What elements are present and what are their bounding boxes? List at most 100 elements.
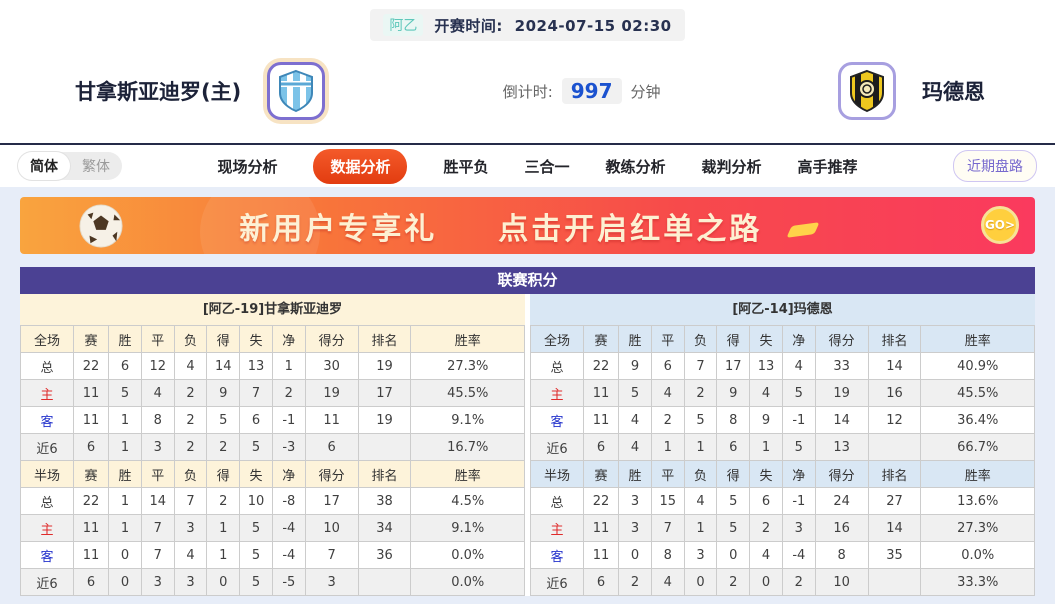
row-label: 总: [20, 352, 74, 380]
column-header: 胜: [618, 460, 652, 488]
column-header: 净: [781, 460, 816, 488]
recent-odds-button[interactable]: 近期盘路: [953, 150, 1037, 182]
column-header: 得分: [304, 460, 359, 488]
stat-cell: 5: [618, 379, 652, 407]
stat-cell: 27.3%: [920, 514, 1035, 542]
stat-cell: 3: [304, 568, 359, 596]
stat-cell: 7: [239, 379, 273, 407]
away-team: 玛德恩: [838, 62, 985, 120]
promo-text-left: 新用户专享礼: [239, 211, 438, 247]
column-header: 胜: [618, 325, 652, 353]
tab-coach-analysis[interactable]: 教练分析: [605, 157, 666, 176]
column-header: 半场: [20, 460, 74, 488]
stat-cell: 3: [781, 514, 816, 542]
column-header: 胜率: [920, 325, 1035, 353]
column-header: 得分: [304, 325, 359, 353]
stat-cell: 3: [140, 568, 175, 596]
stat-cell: 9: [618, 352, 652, 380]
kickoff-time: 开赛时间: 2024-07-15 02:30: [434, 15, 671, 36]
row-label: 近6: [20, 568, 74, 596]
stat-cell: 3: [618, 514, 652, 542]
stat-cell: -4: [271, 514, 306, 542]
stats-row: 主 11 5 4 2 9 4 5 19 16 45.5%: [530, 379, 1035, 407]
stat-cell: 2: [683, 379, 718, 407]
stat-cell: 2: [173, 406, 208, 434]
column-header: 负: [173, 325, 208, 353]
column-header: 得: [206, 460, 241, 488]
stat-cell: 22: [582, 352, 620, 380]
stats-row: 总 22 3 15 4 5 6 -1 24 27 13.6%: [530, 487, 1035, 515]
stat-cell: 16.7%: [410, 433, 525, 461]
stat-cell: 12: [140, 352, 175, 380]
stat-cell: -1: [271, 406, 306, 434]
stat-cell: 34: [357, 514, 412, 542]
stat-cell: 0.0%: [410, 541, 525, 569]
away-standings: [阿乙-14]玛德恩 全场赛胜平负得失净得分 排名 胜率总 22 9 6 7 17 13 4 33 1…: [530, 294, 1035, 596]
nav-bar: 简体 繁体 现场分析 数据分析 胜平负 三合一 教练分析 裁判分析 高手推荐 近…: [0, 143, 1055, 187]
go-button[interactable]: GO>: [981, 206, 1019, 244]
tab-referee-analysis[interactable]: 裁判分析: [701, 157, 762, 176]
stat-cell: [357, 568, 412, 596]
stat-cell: 12: [867, 406, 922, 434]
countdown: 倒计时: 997 分钟: [325, 78, 838, 104]
tab-live-analysis[interactable]: 现场分析: [217, 157, 278, 176]
column-header-row: 全场赛胜平负得失净得分 排名 胜率: [20, 325, 525, 353]
row-label: 主: [20, 514, 74, 542]
stat-cell: 7: [140, 514, 175, 542]
stat-cell: 17: [304, 487, 359, 515]
stat-cell: 4: [618, 433, 652, 461]
home-team: 甘拿斯亚迪罗(主): [75, 62, 326, 120]
column-header: 负: [683, 325, 718, 353]
stat-cell: -8: [271, 487, 306, 515]
stat-cell: 11: [582, 406, 620, 434]
stat-cell: 5: [781, 379, 816, 407]
stat-cell: 0.0%: [410, 568, 525, 596]
stat-cell: 36: [357, 541, 412, 569]
lang-traditional[interactable]: 繁体: [82, 159, 110, 175]
stat-cell: 27.3%: [410, 352, 525, 380]
lang-simplified[interactable]: 简体: [18, 152, 70, 180]
stat-cell: 4: [650, 568, 685, 596]
stat-cell: 0: [206, 568, 241, 596]
row-label: 近6: [20, 433, 74, 461]
stat-cell: 2: [749, 514, 783, 542]
column-header: 赛: [582, 325, 620, 353]
column-header: 平: [140, 460, 175, 488]
stats-row: 总 22 1 14 7 2 10 -8 17 38 4.5%: [20, 487, 525, 515]
stats-row: 近6 6 1 3 2 2 5 -3 6 16.7%: [20, 433, 525, 461]
stats-row: 近6 6 2 4 0 2 0 2 10 33.3%: [530, 568, 1035, 596]
tab-win-draw-loss[interactable]: 胜平负: [443, 157, 489, 176]
row-label: 主: [530, 379, 584, 407]
stat-cell: 22: [72, 487, 110, 515]
stat-cell: 19: [357, 352, 412, 380]
tab-three-in-one[interactable]: 三合一: [524, 157, 570, 176]
stat-cell: 4.5%: [410, 487, 525, 515]
away-team-name: 玛德恩: [922, 80, 985, 104]
stat-cell: 9.1%: [410, 406, 525, 434]
standings-halves: [阿乙-19]甘拿斯亚迪罗 全场赛胜平负得失净得分 排名 胜率总 22 6 12 4 14 13…: [20, 294, 1035, 596]
stat-cell: 6: [72, 568, 110, 596]
stat-cell: 13: [814, 433, 869, 461]
stat-cell: 5: [239, 541, 273, 569]
stat-cell: 4: [618, 406, 652, 434]
column-header: 负: [173, 460, 208, 488]
stat-cell: 9.1%: [410, 514, 525, 542]
column-header: 平: [650, 325, 685, 353]
stat-cell: 4: [749, 541, 783, 569]
stat-cell: 3: [140, 433, 175, 461]
stat-cell: 4: [173, 541, 208, 569]
tab-expert-picks[interactable]: 高手推荐: [797, 157, 858, 176]
stat-cell: 1: [650, 433, 685, 461]
stat-cell: 0: [618, 541, 652, 569]
column-header: 半场: [530, 460, 584, 488]
stat-cell: 6: [749, 487, 783, 515]
tab-data-analysis[interactable]: 数据分析: [313, 148, 408, 184]
stat-cell: 0: [716, 541, 751, 569]
column-header-row: 全场赛胜平负得失净得分 排名 胜率: [530, 325, 1035, 353]
stat-cell: 14: [867, 352, 922, 380]
stat-cell: 14: [140, 487, 175, 515]
stat-cell: 1: [683, 514, 718, 542]
promo-banner[interactable]: 新用户专享礼 点击开启红单之路 GO>: [20, 197, 1035, 254]
stat-cell: 33: [814, 352, 869, 380]
stat-cell: 11: [304, 406, 359, 434]
